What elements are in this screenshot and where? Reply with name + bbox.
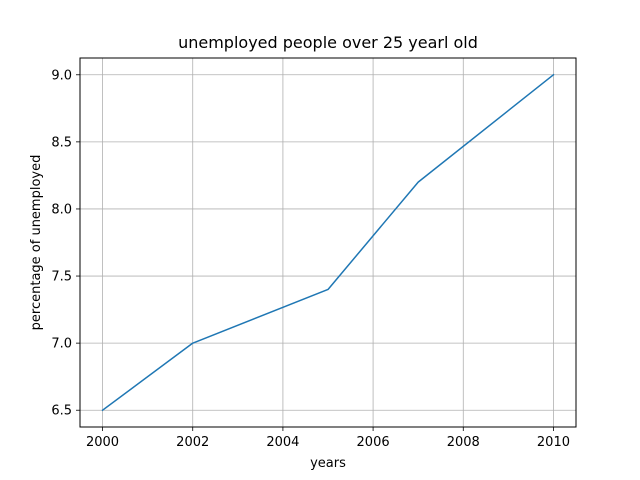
y-axis-label: percentage of unemployed — [29, 155, 44, 331]
tick-layer: 2000 2002 2004 2006 2008 2010 6.5 7.0 7.5 8.0 8.5 9… — [51, 68, 570, 450]
y-tick-label: 8.5 — [51, 135, 72, 150]
y-tick-label: 7.0 — [51, 337, 72, 352]
x-tick-label: 2008 — [447, 435, 480, 450]
axes-frame — [79, 57, 577, 428]
x-tick-label: 2002 — [176, 435, 209, 450]
x-tick-label: 2010 — [537, 435, 570, 450]
grid-layer — [80, 58, 576, 427]
y-tick-label: 8.0 — [51, 202, 72, 217]
y-tick-label: 6.5 — [51, 404, 72, 419]
chart-title: unemployed people over 25 yearl old — [178, 33, 478, 52]
x-tick-label: 2006 — [357, 435, 390, 450]
x-axis-label: years — [310, 456, 346, 471]
series-layer — [101, 73, 555, 412]
series-line — [101, 73, 555, 412]
y-tick-label: 9.0 — [51, 68, 72, 83]
x-tick-label: 2000 — [86, 435, 119, 450]
x-tick-label: 2004 — [266, 435, 299, 450]
y-tick-label: 7.5 — [51, 270, 72, 285]
